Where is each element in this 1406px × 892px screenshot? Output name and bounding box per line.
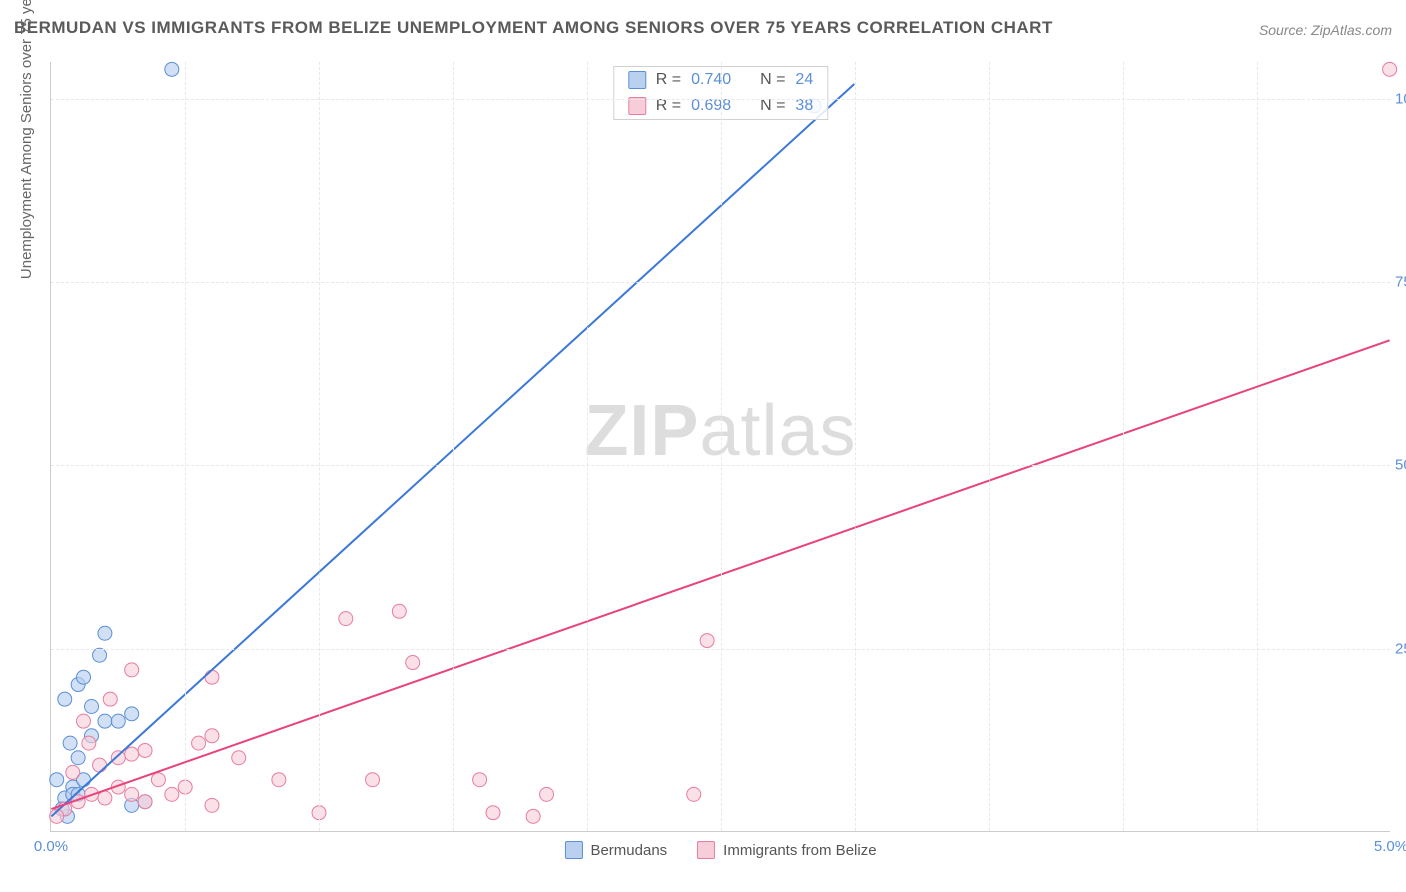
r-label: R = bbox=[656, 71, 681, 89]
y-tick-label: 75.0% bbox=[1395, 274, 1406, 291]
grid-v-line bbox=[855, 62, 856, 831]
chart-title: BERMUDAN VS IMMIGRANTS FROM BELIZE UNEMP… bbox=[14, 18, 1053, 38]
scatter-point bbox=[63, 736, 77, 750]
x-tick-label: 0.0% bbox=[34, 838, 68, 855]
scatter-point bbox=[406, 656, 420, 670]
scatter-point bbox=[103, 692, 117, 706]
scatter-point bbox=[76, 714, 90, 728]
scatter-point bbox=[486, 806, 500, 820]
legend-item-belize: Immigrants from Belize bbox=[697, 841, 876, 859]
y-axis-label: Unemployment Among Seniors over 75 years bbox=[18, 0, 35, 279]
scatter-point bbox=[205, 798, 219, 812]
grid-v-line bbox=[721, 62, 722, 831]
scatter-point bbox=[151, 773, 165, 787]
scatter-point bbox=[366, 773, 380, 787]
legend-label-belize: Immigrants from Belize bbox=[723, 842, 876, 859]
scatter-point bbox=[125, 663, 139, 677]
scatter-point bbox=[98, 714, 112, 728]
scatter-point bbox=[473, 773, 487, 787]
grid-v-line bbox=[185, 62, 186, 831]
scatter-point bbox=[687, 787, 701, 801]
swatch-belize-icon bbox=[697, 841, 715, 859]
scatter-point bbox=[125, 787, 139, 801]
scatter-point bbox=[526, 809, 540, 823]
legend: Bermudans Immigrants from Belize bbox=[564, 841, 876, 859]
scatter-point bbox=[125, 707, 139, 721]
scatter-point bbox=[700, 634, 714, 648]
scatter-point bbox=[192, 736, 206, 750]
scatter-point bbox=[71, 751, 85, 765]
scatter-point bbox=[85, 700, 99, 714]
scatter-point bbox=[339, 612, 353, 626]
r-value-belize: 0.698 bbox=[691, 97, 731, 115]
scatter-point bbox=[58, 692, 72, 706]
scatter-point bbox=[66, 765, 80, 779]
legend-label-bermudans: Bermudans bbox=[590, 842, 667, 859]
scatter-point bbox=[93, 758, 107, 772]
legend-item-bermudans: Bermudans bbox=[564, 841, 667, 859]
scatter-point bbox=[392, 604, 406, 618]
scatter-point bbox=[205, 729, 219, 743]
scatter-point bbox=[1383, 62, 1397, 76]
scatter-point bbox=[98, 626, 112, 640]
n-label: N = bbox=[760, 97, 785, 115]
swatch-belize-icon bbox=[628, 97, 646, 115]
scatter-point bbox=[138, 743, 152, 757]
grid-v-line bbox=[1257, 62, 1258, 831]
scatter-point bbox=[540, 787, 554, 801]
scatter-point bbox=[205, 670, 219, 684]
scatter-point bbox=[98, 791, 112, 805]
grid-v-line bbox=[587, 62, 588, 831]
scatter-point bbox=[82, 736, 96, 750]
n-value-belize: 38 bbox=[795, 97, 813, 115]
r-label: R = bbox=[656, 97, 681, 115]
scatter-point bbox=[165, 787, 179, 801]
grid-v-line bbox=[319, 62, 320, 831]
source-label: Source: ZipAtlas.com bbox=[1259, 22, 1392, 38]
scatter-point bbox=[138, 795, 152, 809]
x-tick-label: 5.0% bbox=[1374, 838, 1406, 855]
r-value-bermudans: 0.740 bbox=[691, 71, 731, 89]
y-tick-label: 100.0% bbox=[1395, 90, 1406, 107]
scatter-point bbox=[272, 773, 286, 787]
chart-plot-area: ZIPatlas R = 0.740 N = 24 R = 0.698 N = … bbox=[50, 62, 1390, 832]
y-tick-label: 50.0% bbox=[1395, 457, 1406, 474]
scatter-point bbox=[76, 670, 90, 684]
swatch-bermudans-icon bbox=[628, 71, 646, 89]
scatter-point bbox=[165, 62, 179, 76]
scatter-point bbox=[111, 751, 125, 765]
swatch-bermudans-icon bbox=[564, 841, 582, 859]
grid-v-line bbox=[1123, 62, 1124, 831]
grid-v-line bbox=[453, 62, 454, 831]
scatter-point bbox=[232, 751, 246, 765]
grid-v-line bbox=[989, 62, 990, 831]
n-value-bermudans: 24 bbox=[795, 71, 813, 89]
scatter-point bbox=[111, 714, 125, 728]
scatter-point bbox=[50, 773, 64, 787]
scatter-point bbox=[125, 747, 139, 761]
scatter-point bbox=[93, 648, 107, 662]
y-tick-label: 25.0% bbox=[1395, 640, 1406, 657]
n-label: N = bbox=[760, 71, 785, 89]
